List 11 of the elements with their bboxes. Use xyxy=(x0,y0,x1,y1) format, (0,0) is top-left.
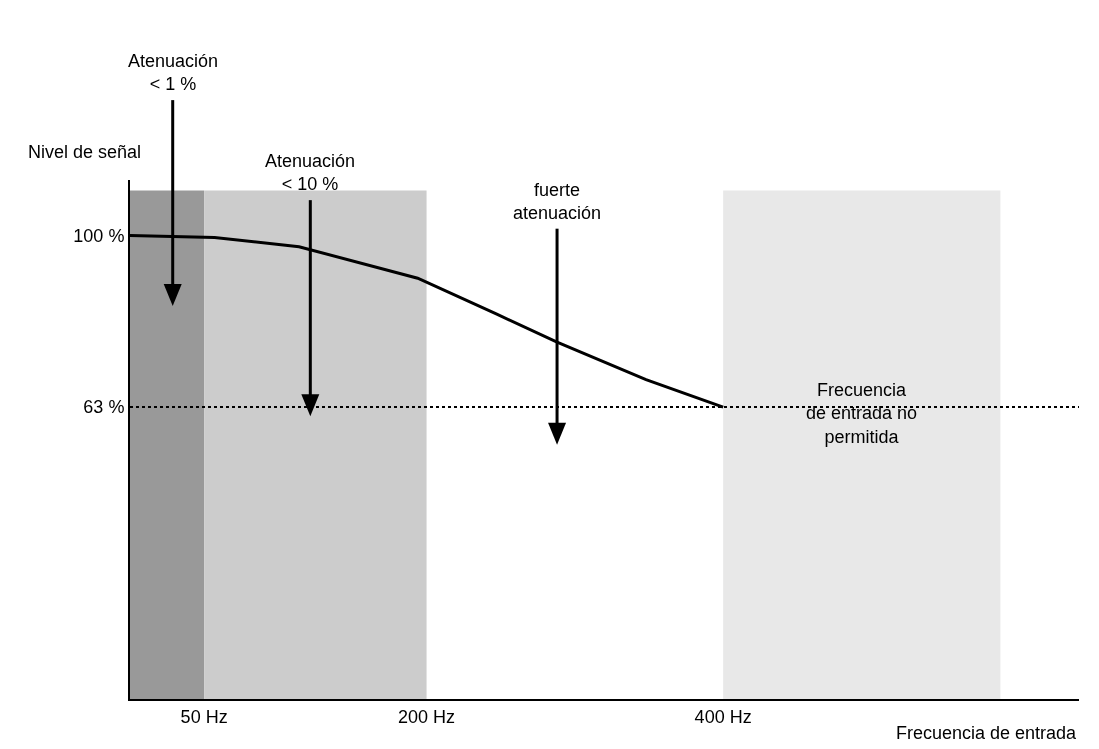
band-label: Frecuencia de entrada no permitida xyxy=(806,380,918,447)
text: Atenuación < 1 % xyxy=(128,51,219,95)
y-tick-label: 63 % xyxy=(83,397,125,418)
x-tick-label: 200 Hz xyxy=(398,706,456,727)
annotation: Atenuación < 10 % xyxy=(265,151,356,195)
x-axis-title: Frecuencia de entrada xyxy=(896,723,1078,743)
y-axis-title: Nivel de señal xyxy=(28,142,142,162)
x-tick-label: 400 Hz xyxy=(694,706,752,727)
y-tick-label: 100 % xyxy=(73,225,125,246)
annotation: fuerte atenuación xyxy=(513,180,602,224)
x-tick-label: 50 Hz xyxy=(180,706,228,727)
